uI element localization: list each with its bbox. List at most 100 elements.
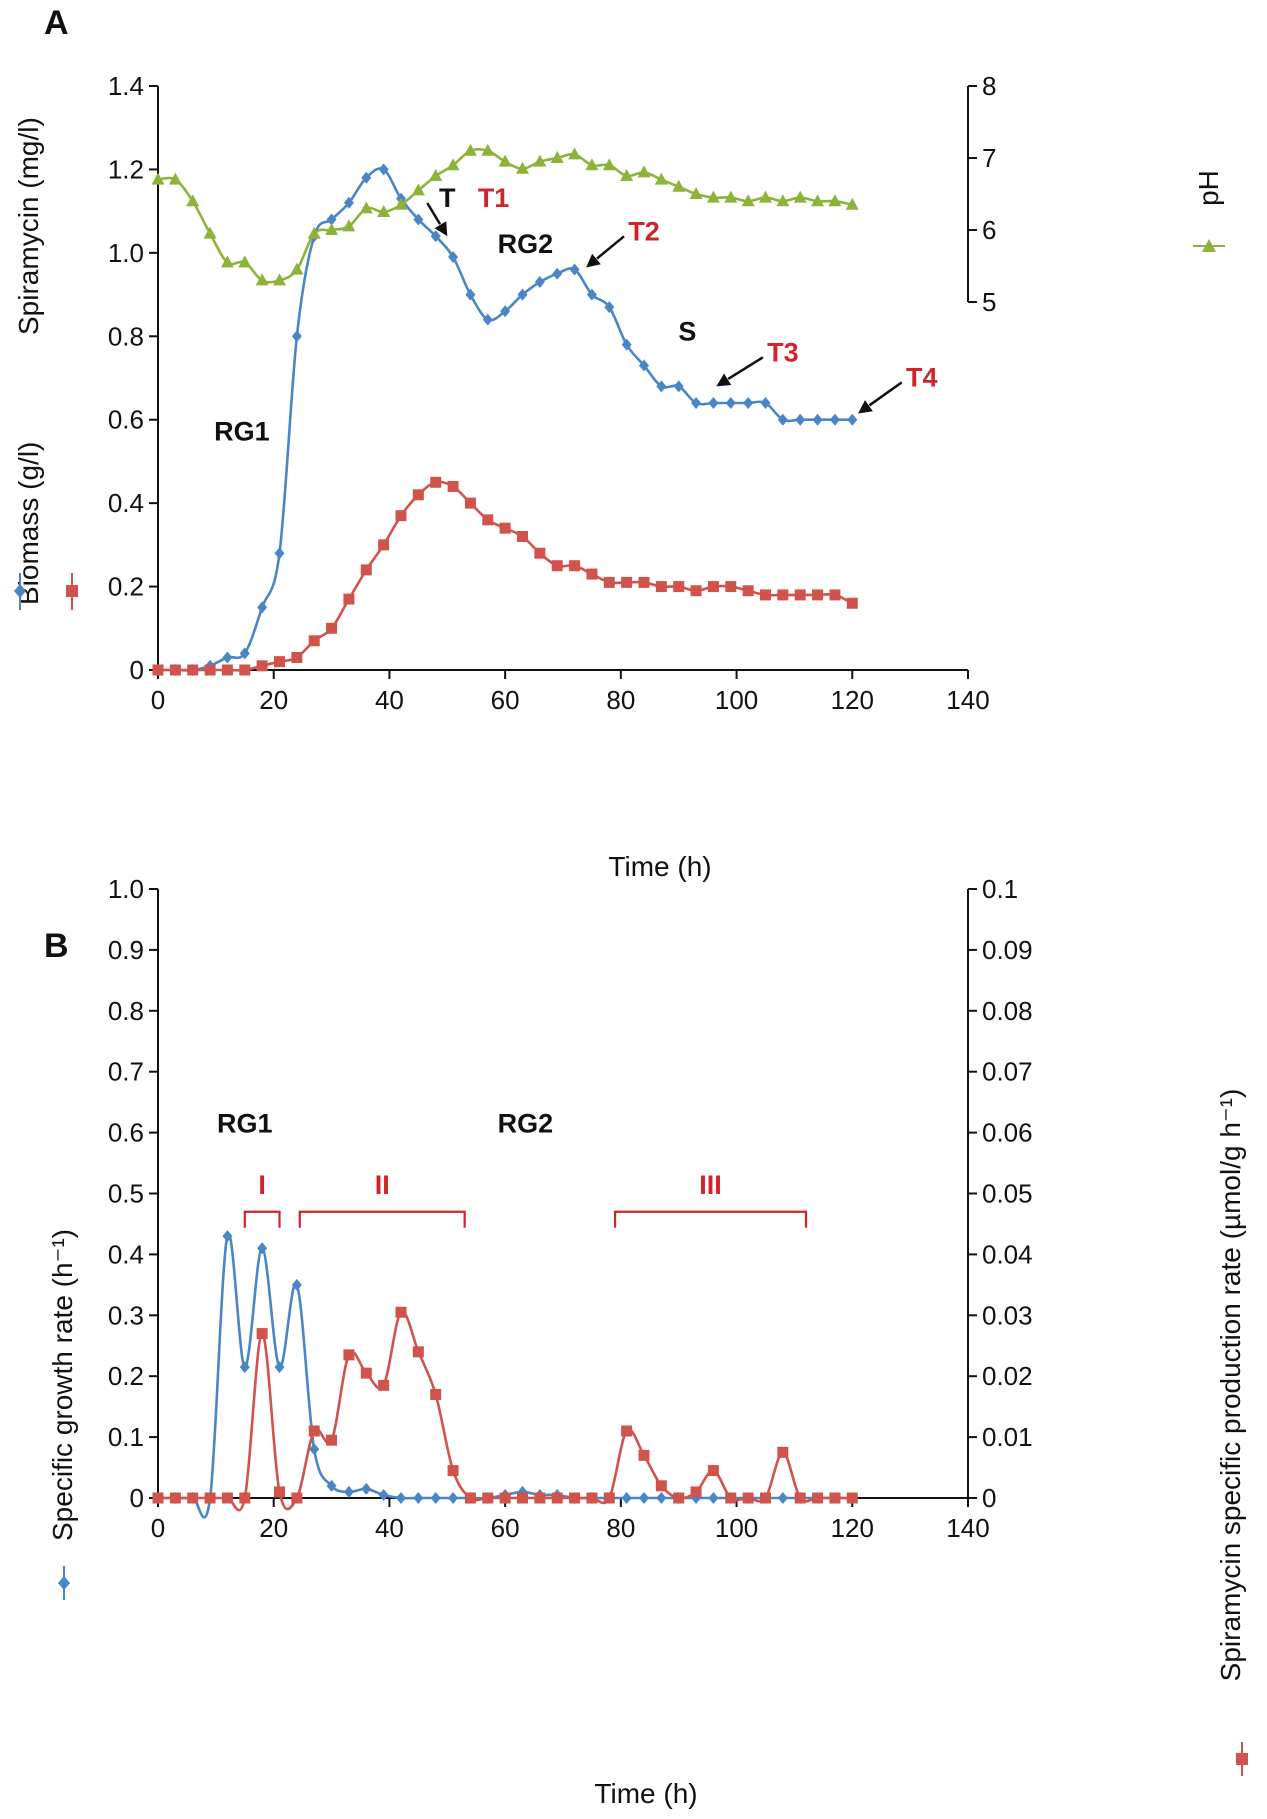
data-point xyxy=(394,197,408,210)
annotation-t3: T3 xyxy=(767,337,799,367)
panel-a: A 0 20 40 60 80 100 120 140 0 0.2 0.4 0.6 0.8 1.0 1.2… xyxy=(13,4,1225,882)
data-point xyxy=(569,560,581,572)
y2-tick-label: 0.07 xyxy=(982,1057,1033,1087)
data-point xyxy=(257,601,268,614)
data-point xyxy=(187,664,199,676)
data-point xyxy=(795,413,806,426)
data-point xyxy=(707,1465,719,1477)
x-tick-label: 60 xyxy=(491,1513,520,1543)
annotation-t1: T1 xyxy=(478,183,510,213)
series-1 xyxy=(152,476,858,676)
data-point xyxy=(361,1482,372,1495)
panel-b-label: B xyxy=(44,927,69,965)
series-0 xyxy=(153,1230,858,1519)
data-point xyxy=(707,581,719,593)
annotation-arrow xyxy=(426,202,442,225)
annotation-t: T xyxy=(439,183,456,213)
data-point xyxy=(221,1492,233,1504)
annotation-rg1: RG1 xyxy=(214,417,270,447)
data-point xyxy=(343,196,354,209)
data-point xyxy=(499,1492,511,1504)
data-point xyxy=(204,1492,216,1504)
data-point xyxy=(672,179,686,192)
data-point xyxy=(257,1242,268,1255)
data-point xyxy=(482,514,494,526)
annotation-t4: T4 xyxy=(906,362,938,392)
series-line xyxy=(158,480,853,672)
x-tick-label: 40 xyxy=(375,685,404,715)
data-point xyxy=(204,664,216,676)
data-point xyxy=(639,1492,649,1504)
data-point xyxy=(689,187,703,199)
data-point xyxy=(465,288,476,301)
data-point xyxy=(395,1306,407,1318)
y-tick-label: 0.3 xyxy=(108,1300,144,1330)
data-point xyxy=(603,576,615,588)
bracket-label-ii: II xyxy=(375,1170,390,1200)
data-point xyxy=(812,1492,824,1504)
data-point xyxy=(309,1443,320,1456)
y-tick-label: 1.0 xyxy=(108,874,144,904)
y2-tick-label: 8 xyxy=(982,71,996,101)
data-point xyxy=(464,497,476,509)
data-point xyxy=(498,154,512,167)
data-point xyxy=(760,397,771,410)
spiramycin-axis-label: Spiramycin (mg/l) xyxy=(13,117,44,335)
y2-tick-label: 0.05 xyxy=(982,1179,1033,1209)
data-point xyxy=(777,589,789,601)
data-point xyxy=(708,1492,719,1504)
data-point xyxy=(482,1492,494,1504)
panel-b: B 0 20 40 60 80 100 120 140 0 0.1 0.2 0.3 0.4 0.5 0.6… xyxy=(44,874,1248,1809)
data-point xyxy=(742,1492,754,1504)
y-tick-label: 0 xyxy=(130,1483,144,1513)
data-point xyxy=(639,359,649,372)
annotation-arrowhead xyxy=(858,400,873,414)
y2-tick-label: 0.01 xyxy=(982,1422,1033,1452)
panel-b-y-tick-labels: 0 0.1 0.2 0.3 0.4 0.5 0.6 0.7 0.8 0.9 1.0 xyxy=(108,874,144,1513)
y-tick-label: 1.2 xyxy=(108,154,144,184)
x-tick-label: 0 xyxy=(151,1513,165,1543)
data-point xyxy=(828,194,842,207)
data-point xyxy=(586,288,597,301)
data-point xyxy=(793,190,807,203)
biomass-axis-label: Biomass (g/l) xyxy=(13,442,44,605)
panel-b-series xyxy=(152,1230,858,1519)
data-point xyxy=(430,1492,441,1504)
data-point xyxy=(621,576,633,588)
data-point xyxy=(256,660,268,672)
data-point xyxy=(326,1479,337,1492)
data-point xyxy=(412,1346,424,1358)
bracket-label-iii: III xyxy=(699,1170,722,1200)
data-point xyxy=(602,158,616,171)
data-point xyxy=(742,585,754,597)
data-point xyxy=(656,1492,667,1504)
data-point xyxy=(673,380,684,393)
panel-a-x-axis-label: Time (h) xyxy=(608,851,711,882)
data-point xyxy=(551,1492,563,1504)
data-point xyxy=(655,1480,667,1492)
biomass-legend-marker xyxy=(14,573,26,610)
panel-b-annotations: RG1 RG2 xyxy=(217,1109,553,1139)
data-point xyxy=(274,1361,285,1374)
data-point xyxy=(776,194,790,207)
data-point xyxy=(621,338,632,351)
data-point xyxy=(395,510,407,522)
data-point xyxy=(169,664,181,676)
y2-tick-label: 5 xyxy=(982,287,996,317)
data-point xyxy=(517,288,528,301)
data-point xyxy=(481,143,495,156)
y2-tick-label: 7 xyxy=(982,143,996,173)
panel-a-axes xyxy=(149,85,977,679)
data-point xyxy=(569,263,580,276)
data-point xyxy=(255,273,269,286)
panel-b-x-tick-labels: 0 20 40 60 80 100 120 140 xyxy=(151,1513,990,1543)
data-point xyxy=(326,622,338,634)
data-point xyxy=(691,397,702,410)
data-point xyxy=(326,1434,338,1446)
y2-tick-label: 6 xyxy=(982,215,996,245)
panel-b-y2-tick-labels: 0 0.01 0.02 0.03 0.04 0.05 0.06 0.07 0.08 0.09 0.1 xyxy=(982,874,1033,1513)
y-tick-label: 0.9 xyxy=(108,935,144,965)
y-tick-label: 0.1 xyxy=(108,1422,144,1452)
annotation-rg2: RG2 xyxy=(498,229,554,259)
data-point xyxy=(447,480,459,492)
